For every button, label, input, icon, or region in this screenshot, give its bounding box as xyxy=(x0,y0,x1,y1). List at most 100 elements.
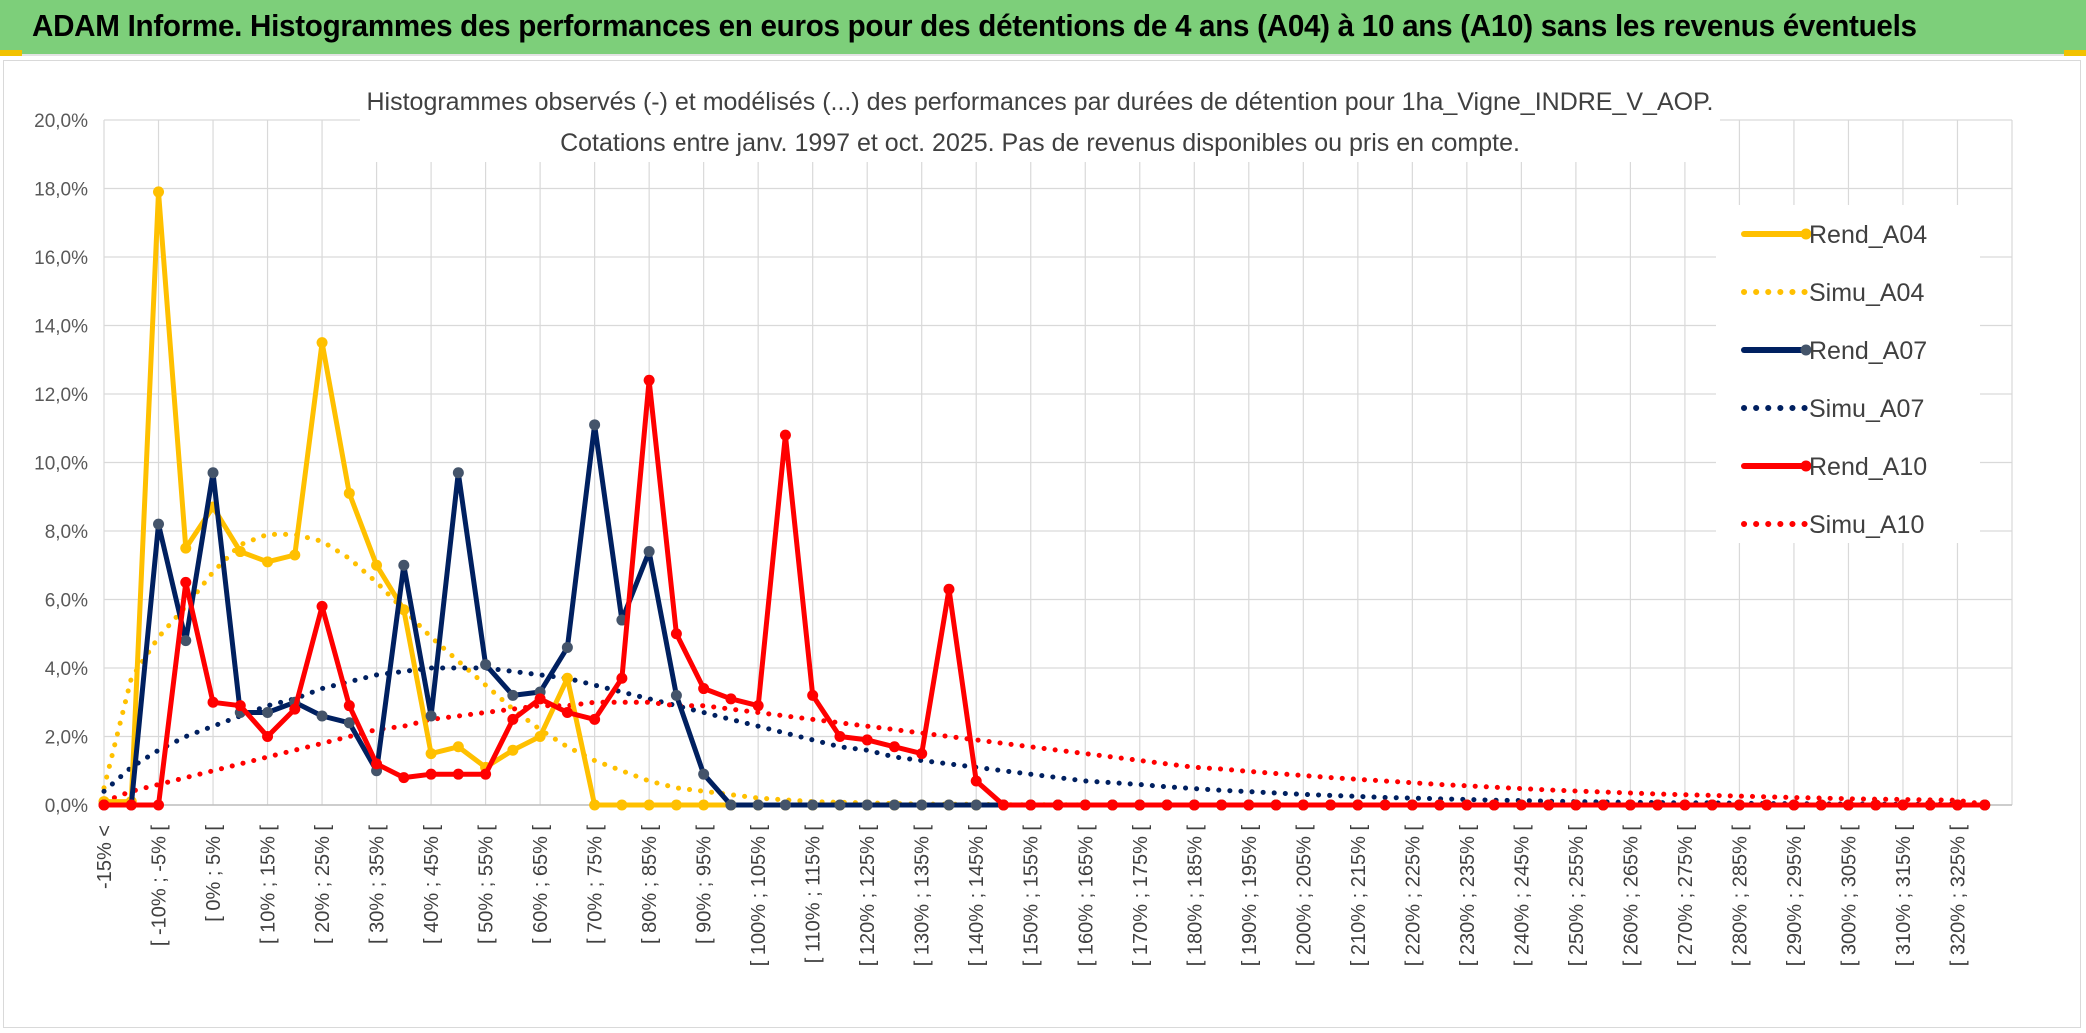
point-rend-a07 xyxy=(698,768,710,780)
y-tick-label: 10,0% xyxy=(34,454,88,475)
point-rend-a07 xyxy=(725,799,737,811)
point-rend-a07 xyxy=(398,559,410,571)
y-tick-label: 0,0% xyxy=(45,796,88,817)
x-tick-label: [ 220% ; 225% [ xyxy=(1402,825,1424,967)
point-rend-a10 xyxy=(1733,799,1745,811)
point-rend-a04 xyxy=(262,556,274,568)
point-rend-a04 xyxy=(698,799,710,811)
point-rend-a04 xyxy=(289,549,301,561)
point-rend-a07 xyxy=(561,641,573,653)
point-rend-a07 xyxy=(507,689,519,701)
series-line-simu-a04 xyxy=(101,531,1988,808)
y-tick-label: 14,0% xyxy=(34,317,88,338)
point-rend-a10 xyxy=(1352,799,1364,811)
point-rend-a10 xyxy=(943,583,955,595)
point-rend-a10 xyxy=(1461,799,1473,811)
point-rend-a10 xyxy=(1543,799,1555,811)
point-rend-a10 xyxy=(1188,799,1200,811)
series-lines xyxy=(98,186,1991,811)
x-tick-label: [ 70% ; 75% [ xyxy=(585,825,607,944)
x-tick-label: [ 190% ; 195% [ xyxy=(1239,825,1261,967)
point-rend-a10 xyxy=(1924,799,1936,811)
x-tick-label: [ 260% ; 265% [ xyxy=(1620,825,1642,967)
point-rend-a10 xyxy=(1597,799,1609,811)
point-rend-a10 xyxy=(698,683,710,695)
x-tick-label: [ 130% ; 135% [ xyxy=(912,825,934,967)
y-tick-label: 8,0% xyxy=(45,522,88,543)
legend-label-simu-a04: Simu_A04 xyxy=(1809,279,1924,307)
point-rend-a07 xyxy=(207,467,219,479)
gridlines xyxy=(103,119,2013,806)
point-rend-a10 xyxy=(1325,799,1337,811)
point-rend-a10 xyxy=(180,576,192,588)
x-tick-label: [ 30% ; 35% [ xyxy=(367,825,389,944)
legend-marker-rend-a10 xyxy=(1800,460,1812,472)
legend-label-rend-a07: Rend_A07 xyxy=(1809,337,1927,365)
point-rend-a10 xyxy=(725,693,737,705)
y-axis-ticks: 0,0% 2,0% 4,0% 6,0% 8,0% 10,0% 12,0% 14,0% 16,0%… xyxy=(34,111,88,817)
point-rend-a10 xyxy=(589,713,601,725)
x-tick-label: [ 270% ; 275% [ xyxy=(1675,825,1697,967)
point-rend-a07 xyxy=(343,717,355,729)
x-tick-label: [ 10% ; 15% [ xyxy=(258,825,280,944)
point-rend-a10 xyxy=(1488,799,1500,811)
point-rend-a10 xyxy=(834,731,846,742)
chart-title-group: Histogrammes observés (-) et modélisés (… xyxy=(360,80,1720,162)
point-rend-a10 xyxy=(1216,799,1228,811)
legend-label-rend-a10: Rend_A10 xyxy=(1809,453,1927,481)
point-rend-a10 xyxy=(643,374,655,386)
point-rend-a10 xyxy=(1515,799,1527,811)
point-rend-a10 xyxy=(997,799,1009,811)
point-rend-a07 xyxy=(452,467,464,479)
point-rend-a04 xyxy=(234,546,246,558)
chart-title: Histogrammes observés (-) et modélisés (… xyxy=(367,88,1714,116)
point-rend-a10 xyxy=(1079,799,1091,811)
point-rend-a10 xyxy=(153,799,165,811)
point-rend-a10 xyxy=(316,600,328,612)
x-tick-label: [ 320% ; 325% [ xyxy=(1947,825,1969,967)
point-rend-a07 xyxy=(834,799,846,811)
y-tick-label: 18,0% xyxy=(34,180,88,201)
point-rend-a07 xyxy=(316,710,328,722)
point-rend-a10 xyxy=(888,741,900,753)
x-tick-label: [ 240% ; 245% [ xyxy=(1511,825,1533,967)
header-accent-right xyxy=(2064,50,2086,56)
legend-marker-rend-a04 xyxy=(1800,228,1812,240)
point-rend-a10 xyxy=(1842,799,1854,811)
point-rend-a07 xyxy=(970,799,982,811)
point-rend-a04 xyxy=(534,731,546,742)
x-tick-label: [ 180% ; 185% [ xyxy=(1184,825,1206,967)
point-rend-a10 xyxy=(1434,799,1446,811)
point-rend-a10 xyxy=(1951,799,1963,811)
point-rend-a04 xyxy=(616,799,628,811)
point-rend-a07 xyxy=(153,518,165,530)
point-rend-a07 xyxy=(943,799,955,811)
point-rend-a10 xyxy=(861,734,873,746)
point-rend-a10 xyxy=(1270,799,1282,811)
point-rend-a04 xyxy=(561,672,573,684)
point-rend-a04 xyxy=(589,799,601,811)
x-tick-label: [ 20% ; 25% [ xyxy=(312,825,334,944)
point-rend-a10 xyxy=(1679,799,1691,811)
point-rend-a10 xyxy=(1815,799,1827,811)
point-rend-a10 xyxy=(452,768,464,780)
point-rend-a10 xyxy=(1052,799,1064,811)
x-tick-label: [ 90% ; 95% [ xyxy=(694,825,716,944)
x-tick-label: [ 160% ; 165% [ xyxy=(1075,825,1097,967)
point-rend-a07 xyxy=(779,799,791,811)
x-tick-label: [ 60% ; 65% [ xyxy=(530,825,552,944)
point-rend-a10 xyxy=(343,700,355,712)
x-axis-ticks: -15% < [ -10% ; -5% [[ 0% ; 5% [[ 10% ; 1… xyxy=(94,825,1969,967)
point-rend-a10 xyxy=(534,693,546,705)
point-rend-a07 xyxy=(643,546,655,558)
point-rend-a10 xyxy=(289,703,301,715)
point-rend-a10 xyxy=(916,748,928,760)
point-rend-a10 xyxy=(1297,799,1309,811)
point-rend-a10 xyxy=(616,672,628,684)
point-rend-a07 xyxy=(425,710,437,722)
point-rend-a10 xyxy=(371,758,383,770)
x-tick-label: [ 310% ; 315% [ xyxy=(1893,825,1915,967)
point-rend-a07 xyxy=(861,799,873,811)
legend: Rend_A04 Simu_A04 Rend_A07 Simu_A07 Rend_A10… xyxy=(1716,205,1980,543)
point-rend-a04 xyxy=(180,542,192,554)
